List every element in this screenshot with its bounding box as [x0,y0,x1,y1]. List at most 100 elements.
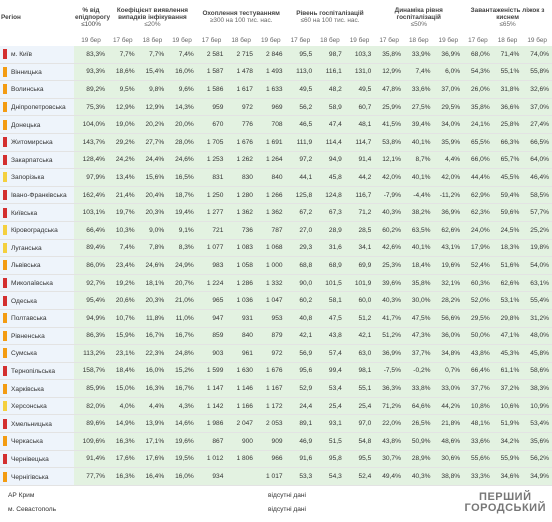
value: 57,4 [315,344,345,363]
group-title: Завантаженість ліжок з киснем [470,6,545,21]
value: 18,6% [108,63,138,82]
value: 41,5% [374,115,404,134]
zone-marker [3,278,7,289]
value: 972 [255,344,286,363]
region-cell: Харківська [0,379,74,398]
value: 900 [226,432,256,451]
value: 53,4 [315,379,345,398]
value: 947 [196,309,227,328]
day: 17 бер [379,36,399,44]
day: 19 бер [438,36,459,44]
value: 29,5% [463,309,493,328]
value: 16,0% [167,63,197,82]
value: 95,5 [285,46,316,64]
stats-table: Регіон % від епідпорогу ≤100% Коефіцієнт … [0,0,552,486]
value: 45,5% [492,168,523,187]
value: 36,0% [433,327,464,346]
value: 45,8% [522,344,552,363]
value: 1 166 [226,397,256,416]
region-cell: Вінницька [0,63,74,82]
value: 43,8% [374,432,404,451]
region: Харківська [11,385,44,393]
value: 969 [255,98,286,117]
region-cell: Луганська [0,239,74,258]
value: 35,8% [374,46,404,64]
region-cell: Тернопільська [0,362,74,381]
day: 18 бер [320,36,340,44]
region-cell: Рівненська [0,327,74,346]
value: 95,5 [344,450,375,469]
value: 1 586 [196,80,227,99]
value: 34,2% [492,432,523,451]
epid-title: % від епідпорогу [75,6,111,21]
value: 60,7 [344,98,375,117]
value: 32,1% [433,274,464,293]
value: 54,3 [315,467,345,486]
value: 53,4% [522,414,552,434]
value: 15,0% [108,379,138,398]
zone-marker [3,190,7,201]
group-header: Коефіцієнт виявлення випадків інфікуванн… [108,0,197,34]
region: Миколаївська [11,279,53,287]
value: 13,4% [108,168,138,187]
value: 42,6% [374,239,404,258]
value: 114,7 [344,133,375,152]
epid: 113,2% [74,344,108,363]
epid: 158,7% [74,362,108,381]
value: 39,6% [374,274,404,293]
value: 20,3% [137,203,168,222]
row: Харківська 85,9% 15,0% 16,3% 16,7% 1 147 1 146… [0,379,552,398]
value: 2 715 [226,46,256,64]
value: 19,8% [522,239,552,258]
value: 14,6% [167,414,197,434]
value: 9,6% [167,80,197,99]
value: 16,5% [167,168,197,187]
value: 20,7% [167,274,197,293]
value: 57,7% [522,203,552,222]
row: Вінницька 93,3% 18,6% 15,4% 16,0% 1 587 1 478 1… [0,63,552,82]
day: 18 бер [497,36,518,44]
region-cell: Чернівецька [0,450,74,469]
value: 58,1 [315,291,345,310]
day: 19 бер [349,36,370,44]
value: 1 691 [255,133,286,152]
value: 51,2% [374,327,404,346]
value: 4,0% [108,397,138,416]
value: 58,5% [522,186,552,205]
value: 1 633 [255,80,286,99]
value: 1 676 [226,133,256,152]
value: 21,8% [433,414,464,434]
value: 17,1% [137,432,168,451]
value: 1 705 [196,133,227,152]
value: 25,4 [344,397,375,416]
value: 21,0% [167,291,197,310]
region-cell: Сумська [0,344,74,363]
region-cell: Волинська [0,80,74,99]
region: Одеська [11,297,37,305]
value: 1 068 [255,239,286,258]
value: 54,3% [463,63,493,82]
row: Київська 103,1% 19,7% 20,3% 19,4% 1 277 1 362 1… [0,203,552,222]
region-cell: м. Київ [0,46,74,64]
region: Донецька [11,121,41,129]
value: 18,3% [492,239,523,258]
row: Черкаська 109,6% 16,3% 17,1% 19,6% 867 900 909 4… [0,432,552,451]
region-cell: Дніпропетровська [0,98,74,117]
row: Львівська 86,0% 23,4% 24,6% 24,9% 983 1 058 1 0… [0,256,552,275]
value: 49,5 [344,80,375,99]
region-cell: Запорізька [0,168,74,187]
value: 53,1% [492,291,523,310]
value: 1 599 [196,362,227,381]
value: 0,7% [433,362,464,381]
value: 67,2 [285,203,316,222]
value: 64,0% [522,151,552,170]
value: 34,1 [344,239,375,258]
value: 41,7% [374,309,404,328]
group-title: Динаміка рівня госпіталізацій [394,6,443,21]
value: 124,8 [315,186,345,205]
value: 25,2% [522,221,552,240]
zone-marker [3,471,7,482]
zone-marker [3,383,7,394]
zone-marker [3,84,7,95]
